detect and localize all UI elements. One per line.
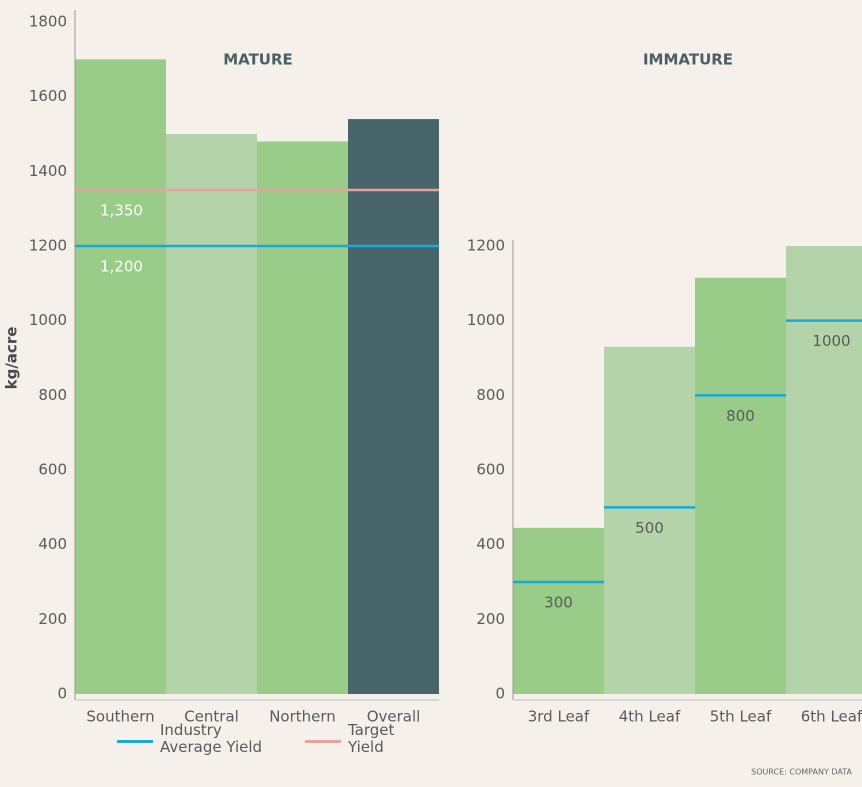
panel-title: MATURE — [223, 51, 293, 69]
legend-label: Industry Average Yield — [160, 721, 263, 756]
bar — [604, 346, 695, 694]
y-tick-label: 1200 — [467, 237, 505, 255]
x-tick-label: Southern — [86, 708, 154, 726]
bar — [75, 59, 166, 695]
reference-label: 1,350 — [100, 202, 143, 220]
legend-swatch — [305, 740, 341, 743]
y-tick-label: 1200 — [29, 237, 67, 255]
reference-label: 1,200 — [100, 258, 143, 276]
marker-label: 1000 — [812, 332, 850, 350]
y-tick-label: 200 — [476, 610, 505, 628]
bar — [695, 277, 786, 694]
marker-label: 500 — [635, 519, 664, 537]
y-tick-label: 800 — [476, 386, 505, 404]
marker-label: 300 — [544, 594, 573, 612]
x-tick-label: 5th Leaf — [710, 708, 772, 726]
y-tick-label: 400 — [476, 535, 505, 553]
y-axis-label: kg/acre — [3, 327, 21, 390]
legend-label: Target Yield — [348, 721, 395, 756]
y-tick-label: 1800 — [29, 13, 67, 31]
x-tick-label: 6th Leaf — [801, 708, 862, 726]
y-tick-label: 600 — [476, 461, 505, 479]
bar — [348, 119, 439, 695]
x-tick-label: Central — [184, 708, 239, 726]
y-tick-label: 1600 — [29, 87, 67, 105]
x-tick-label: Overall — [367, 708, 421, 726]
x-tick-label: 3rd Leaf — [528, 708, 590, 726]
y-tick-label: 1000 — [29, 311, 67, 329]
y-tick-label: 600 — [38, 461, 67, 479]
legend-swatch — [117, 740, 153, 743]
panel-title: IMMATURE — [643, 51, 733, 69]
y-tick-label: 0 — [495, 685, 505, 703]
y-tick-label: 0 — [57, 685, 67, 703]
y-tick-label: 200 — [38, 610, 67, 628]
bar — [786, 246, 862, 694]
bar — [513, 527, 604, 694]
x-tick-label: Northern — [269, 708, 336, 726]
y-tick-label: 800 — [38, 386, 67, 404]
y-tick-label: 400 — [38, 535, 67, 553]
source: SOURCE: COMPANY DATA — [751, 768, 852, 777]
marker-label: 800 — [726, 407, 755, 425]
bar — [166, 134, 257, 694]
y-tick-label: 1000 — [467, 311, 505, 329]
x-tick-label: 4th Leaf — [619, 708, 681, 726]
bar — [257, 141, 348, 694]
y-tick-label: 1400 — [29, 162, 67, 180]
